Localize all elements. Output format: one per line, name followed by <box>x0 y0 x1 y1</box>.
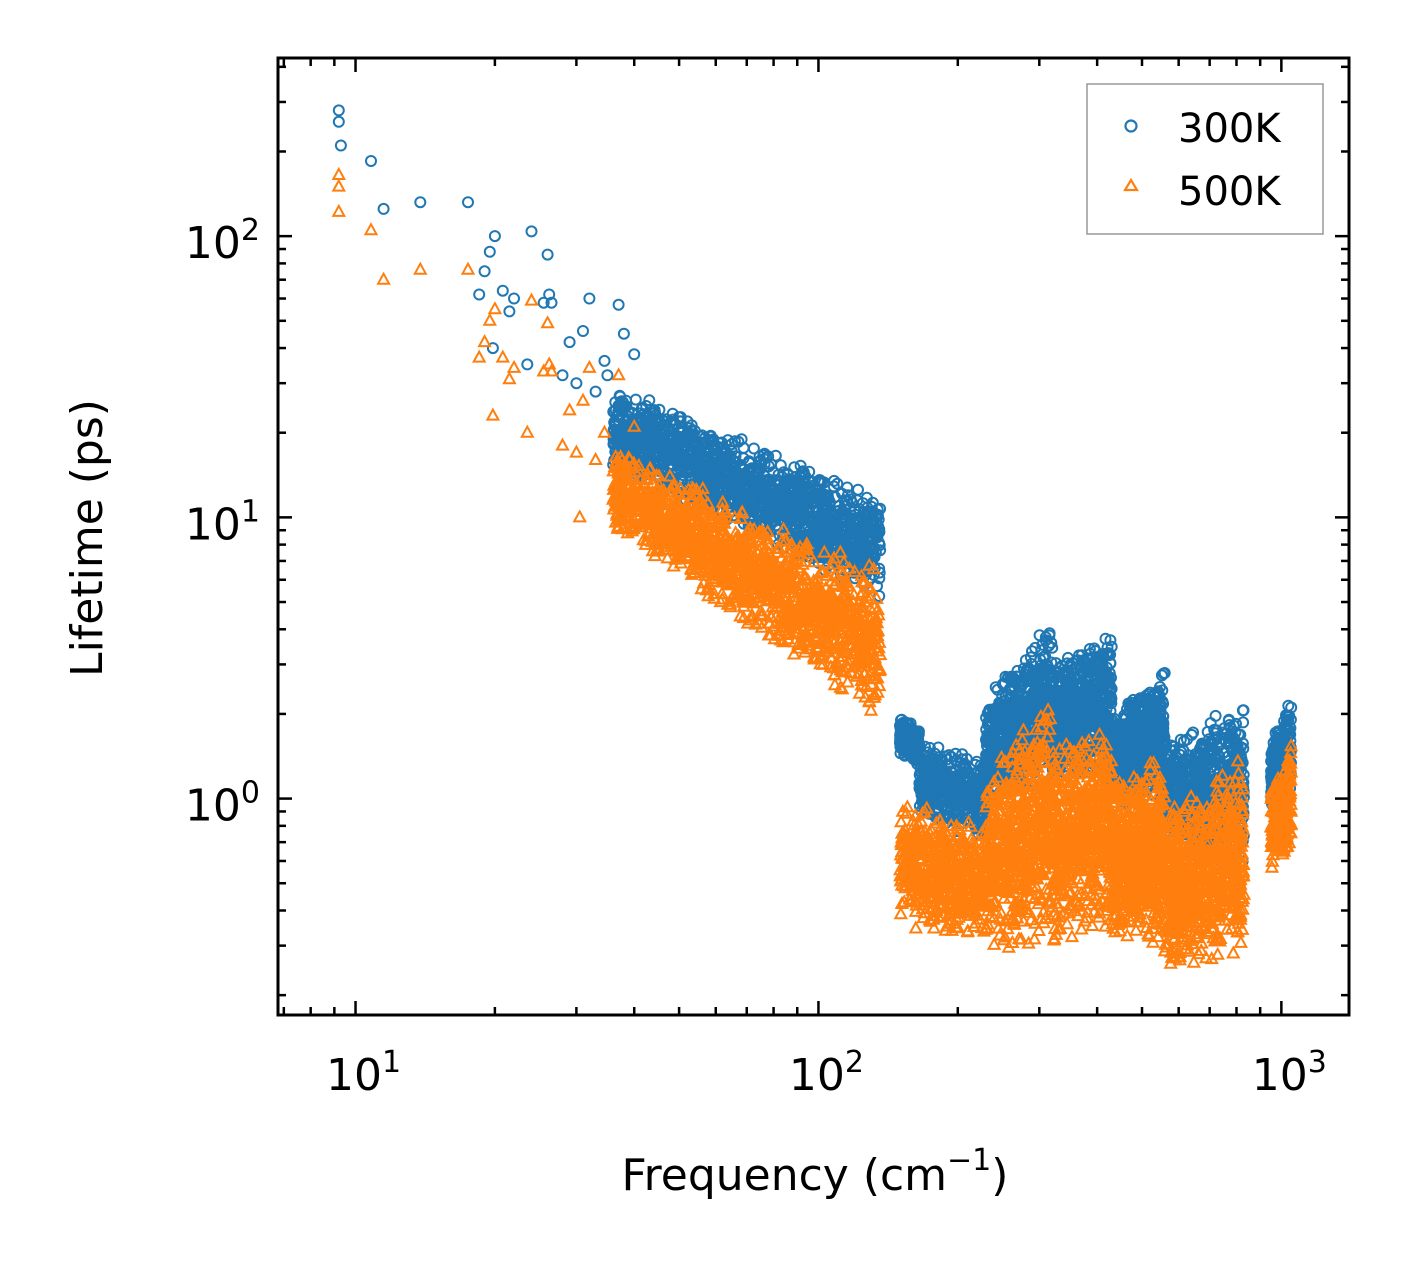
point-500k <box>331 166 346 180</box>
point-300k <box>332 104 345 117</box>
point-300k <box>377 202 390 215</box>
point-300k <box>486 342 499 355</box>
point-500k <box>460 261 476 275</box>
point-300k <box>462 196 474 209</box>
point-300k <box>598 354 611 367</box>
point-300k <box>525 225 538 238</box>
point-500k <box>588 451 603 465</box>
point-300k <box>488 230 501 243</box>
point-500k <box>472 349 487 363</box>
point-300k <box>545 296 558 309</box>
point-300k <box>496 284 509 297</box>
point-300k <box>508 292 520 305</box>
point-300k <box>478 265 491 278</box>
point-300k <box>543 288 556 301</box>
point-500k <box>413 261 428 275</box>
point-500k <box>582 359 597 373</box>
point-300k <box>601 369 614 382</box>
point-300k <box>473 288 486 301</box>
point-300k <box>589 385 602 398</box>
point-500k <box>572 509 587 523</box>
point-300k <box>583 292 596 305</box>
series-300k <box>332 104 1298 868</box>
point-300k <box>563 336 576 349</box>
point-500k <box>544 363 559 377</box>
point-300k <box>1209 709 1222 722</box>
point-500k <box>477 334 492 348</box>
point-500k <box>506 359 522 373</box>
point-300k <box>556 369 569 382</box>
point-300k <box>521 358 534 371</box>
point-500k <box>495 349 510 363</box>
point-500k <box>520 424 535 438</box>
point-500k <box>485 407 501 421</box>
point-500k <box>482 312 497 326</box>
point-300k <box>365 155 377 167</box>
point-300k <box>612 298 625 311</box>
point-300k <box>577 325 589 337</box>
point-300k <box>414 196 427 209</box>
point-300k <box>503 305 516 318</box>
point-500k <box>487 301 503 315</box>
point-300k <box>629 393 642 406</box>
point-500k <box>569 444 584 458</box>
point-500k <box>376 271 391 285</box>
point-500k <box>524 292 539 306</box>
point-300k <box>617 327 630 340</box>
point-500k <box>575 392 591 406</box>
point-300k <box>332 115 345 128</box>
point-500k <box>331 178 346 192</box>
point-300k <box>747 442 760 455</box>
point-500k <box>611 367 626 381</box>
point-500k <box>331 203 346 217</box>
point-300k <box>541 248 554 261</box>
point-300k <box>334 139 347 152</box>
point-300k <box>570 377 583 390</box>
point-500k <box>540 315 555 329</box>
point-300k <box>852 483 864 496</box>
point-500k <box>555 437 570 451</box>
point-300k <box>628 348 641 361</box>
point-500k <box>502 371 517 385</box>
series-layer <box>331 104 1299 969</box>
point-300k <box>537 296 550 309</box>
point-500k <box>363 222 379 236</box>
point-500k <box>562 402 577 416</box>
point-300k <box>483 245 496 258</box>
